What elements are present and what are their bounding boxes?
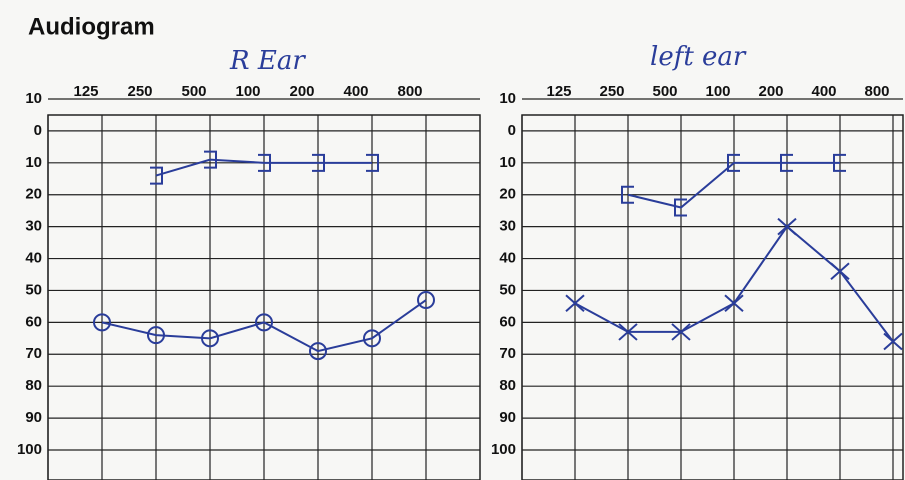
y-tick-label: 10 bbox=[499, 90, 516, 107]
x-tick-label: 250 bbox=[127, 83, 152, 100]
x-tick-label: 500 bbox=[652, 83, 677, 100]
y-tick-label: 80 bbox=[499, 377, 516, 394]
x-tick-label: 800 bbox=[397, 83, 422, 100]
x-tick-label: 100 bbox=[235, 83, 260, 100]
y-tick-label: 30 bbox=[25, 218, 42, 235]
annotation: left ear bbox=[650, 42, 747, 72]
y-tick-label: 20 bbox=[499, 186, 516, 203]
y-tick-label: 70 bbox=[499, 345, 516, 362]
x-tick-label: 800 bbox=[864, 83, 889, 100]
y-tick-label: 50 bbox=[25, 281, 42, 298]
y-tick-label: 90 bbox=[25, 409, 42, 426]
audiogram-page: Audiogram 100102030405060708090100125250… bbox=[0, 0, 905, 480]
y-tick-label: 100 bbox=[491, 441, 516, 458]
x-tick-label: 125 bbox=[73, 83, 98, 100]
y-tick-label: 0 bbox=[34, 122, 42, 139]
page-title: Audiogram bbox=[28, 13, 155, 40]
y-tick-label: 10 bbox=[25, 154, 42, 171]
x-tick-label: 100 bbox=[705, 83, 730, 100]
y-tick-label: 60 bbox=[25, 313, 42, 330]
y-tick-label: 50 bbox=[499, 281, 516, 298]
y-tick-label: 70 bbox=[25, 345, 42, 362]
y-tick-label: 30 bbox=[499, 218, 516, 235]
x-tick-label: 200 bbox=[758, 83, 783, 100]
annotation: R Ear bbox=[229, 46, 306, 76]
x-tick-label: 400 bbox=[811, 83, 836, 100]
y-tick-label: 10 bbox=[499, 154, 516, 171]
y-tick-label: 80 bbox=[25, 377, 42, 394]
y-tick-label: 60 bbox=[499, 313, 516, 330]
y-tick-label: 40 bbox=[25, 250, 42, 267]
y-tick-label: 20 bbox=[25, 186, 42, 203]
x-tick-label: 500 bbox=[181, 83, 206, 100]
plot-frame bbox=[522, 115, 903, 480]
y-tick-label: 90 bbox=[499, 409, 516, 426]
y-tick-label: 100 bbox=[17, 441, 42, 458]
y-tick-label: 10 bbox=[25, 90, 42, 107]
x-tick-label: 250 bbox=[599, 83, 624, 100]
y-tick-label: 0 bbox=[508, 122, 516, 139]
x-tick-label: 200 bbox=[289, 83, 314, 100]
x-tick-label: 400 bbox=[343, 83, 368, 100]
x-tick-label: 125 bbox=[546, 83, 571, 100]
y-tick-label: 40 bbox=[499, 250, 516, 267]
